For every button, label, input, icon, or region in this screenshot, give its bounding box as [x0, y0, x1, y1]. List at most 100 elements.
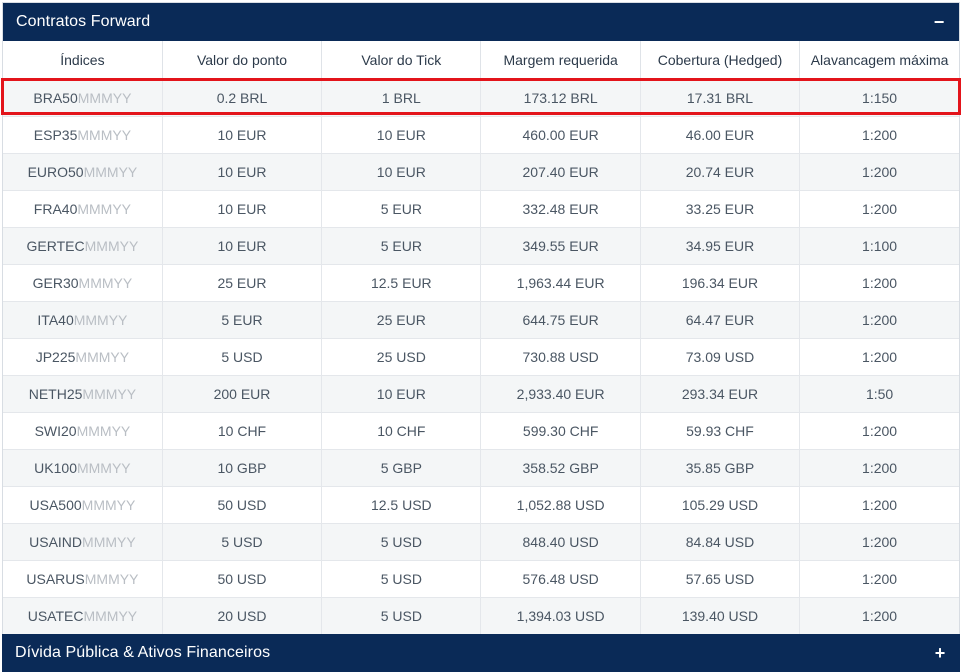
cell-required-margin: 848.40 USD [480, 523, 641, 561]
table-row: SWI20MMMYY 10 CHF 10 CHF 599.30 CHF 59.93 CH… [3, 412, 959, 450]
cell-max-leverage: 1:200 [799, 449, 959, 487]
cell-point-value: 10 EUR [162, 153, 323, 191]
collapse-icon[interactable]: − [933, 12, 945, 32]
forward-contracts-header[interactable]: Contratos Forward − [3, 3, 959, 41]
cell-hedged: 293.34 EUR [640, 375, 801, 413]
cell-point-value: 10 EUR [162, 227, 323, 265]
cell-hedged: 105.29 USD [640, 486, 801, 524]
column-header-max-leverage: Alavancagem máxima [799, 41, 959, 80]
cell-required-margin: 576.48 USD [480, 560, 641, 598]
expiry-placeholder: MMMYY [77, 127, 132, 143]
cell-point-value: 5 USD [162, 523, 323, 561]
cell-index-symbol: SWI20MMMYY [3, 412, 163, 450]
index-symbol: USA500 [29, 497, 82, 513]
cell-hedged: 20.74 EUR [640, 153, 801, 191]
cell-index-symbol: NETH25MMMYY [3, 375, 163, 413]
cell-max-leverage: 1:100 [799, 227, 959, 265]
cell-index-symbol: UK100MMMYY [3, 449, 163, 487]
expiry-placeholder: MMMYY [77, 201, 132, 217]
public-debt-header[interactable]: Dívida Pública & Ativos Financeiros + [2, 634, 960, 672]
table-row: USARUSMMMYY 50 USD 5 USD 576.48 USD 57.65 US… [3, 560, 959, 598]
expand-icon[interactable]: + [934, 643, 946, 663]
cell-max-leverage: 1:200 [799, 523, 959, 561]
cell-tick-value: 10 EUR [321, 375, 482, 413]
cell-max-leverage: 1:50 [799, 375, 959, 413]
cell-required-margin: 332.48 EUR [480, 190, 641, 228]
cell-tick-value: 25 EUR [321, 301, 482, 339]
index-symbol: NETH25 [28, 386, 83, 402]
index-symbol: ITA40 [37, 312, 74, 328]
cell-hedged: 57.65 USD [640, 560, 801, 598]
cell-index-symbol: GER30MMMYY [3, 264, 163, 302]
cell-max-leverage: 1:200 [799, 486, 959, 524]
table-row: GER30MMMYY 25 EUR 12.5 EUR 1,963.44 EUR 196.… [3, 264, 959, 302]
expiry-placeholder: MMMYY [76, 460, 131, 476]
table-row: UK100MMMYY 10 GBP 5 GBP 358.52 GBP 35.85 GBP… [3, 449, 959, 487]
expiry-placeholder: MMMYY [76, 423, 131, 439]
cell-point-value: 10 GBP [162, 449, 323, 487]
index-symbol: FRA40 [33, 201, 78, 217]
cell-point-value: 10 EUR [162, 116, 323, 154]
index-symbol: UK100 [34, 460, 77, 476]
cell-tick-value: 1 BRL [321, 79, 482, 117]
cell-max-leverage: 1:200 [799, 153, 959, 191]
table-row: ESP35MMMYY 10 EUR 10 EUR 460.00 EUR 46.00 EU… [3, 116, 959, 154]
expiry-placeholder: MMMYY [81, 497, 136, 513]
cell-point-value: 50 USD [162, 560, 323, 598]
table-row: FRA40MMMYY 10 EUR 5 EUR 332.48 EUR 33.25 EUR… [3, 190, 959, 228]
index-symbol: USARUS [26, 571, 85, 587]
cell-hedged: 46.00 EUR [640, 116, 801, 154]
cell-index-symbol: USA500MMMYY [3, 486, 163, 524]
index-symbol: USAIND [29, 534, 83, 550]
index-symbol: USATEC [27, 608, 84, 624]
cell-tick-value: 10 CHF [321, 412, 482, 450]
cell-hedged: 34.95 EUR [640, 227, 801, 265]
expiry-placeholder: MMMYY [84, 238, 139, 254]
cell-max-leverage: 1:200 [799, 301, 959, 339]
cell-required-margin: 207.40 EUR [480, 153, 641, 191]
cell-tick-value: 10 EUR [321, 153, 482, 191]
cell-hedged: 33.25 EUR [640, 190, 801, 228]
cell-index-symbol: ESP35MMMYY [3, 116, 163, 154]
cell-hedged: 64.47 EUR [640, 301, 801, 339]
public-debt-panel: Dívida Pública & Ativos Financeiros + [2, 634, 960, 672]
cell-index-symbol: USATECMMMYY [3, 597, 163, 635]
public-debt-title: Dívida Pública & Ativos Financeiros [15, 644, 271, 661]
index-symbol: BRA50 [33, 90, 78, 106]
cell-tick-value: 10 EUR [321, 116, 482, 154]
cell-tick-value: 5 EUR [321, 227, 482, 265]
cell-required-margin: 2,933.40 EUR [480, 375, 641, 413]
column-header-indices: Índices [3, 41, 163, 80]
table-row: JP225MMMYY 5 USD 25 USD 730.88 USD 73.09 USD… [3, 338, 959, 376]
expiry-placeholder: MMMYY [78, 275, 133, 291]
cell-tick-value: 12.5 EUR [321, 264, 482, 302]
cell-index-symbol: FRA40MMMYY [3, 190, 163, 228]
table-row: EURO50MMMYY 10 EUR 10 EUR 207.40 EUR 20.74 E… [3, 153, 959, 191]
cell-point-value: 0.2 BRL [162, 79, 323, 117]
cell-point-value: 5 EUR [162, 301, 323, 339]
expiry-placeholder: MMMYY [73, 312, 128, 328]
cell-tick-value: 5 GBP [321, 449, 482, 487]
cell-tick-value: 5 USD [321, 560, 482, 598]
forward-contracts-table: Índices Valor do ponto Valor do Tick Mar… [3, 41, 959, 635]
index-symbol: ESP35 [33, 127, 78, 143]
table-row: USAINDMMMYY 5 USD 5 USD 848.40 USD 84.84 USD… [3, 523, 959, 561]
cell-required-margin: 1,963.44 EUR [480, 264, 641, 302]
cell-hedged: 196.34 EUR [640, 264, 801, 302]
expiry-placeholder: MMMYY [77, 90, 132, 106]
cell-hedged: 35.85 GBP [640, 449, 801, 487]
cell-index-symbol: EURO50MMMYY [3, 153, 163, 191]
cell-point-value: 20 USD [162, 597, 323, 635]
cell-required-margin: 1,394.03 USD [480, 597, 641, 635]
expiry-placeholder: MMMYY [83, 164, 138, 180]
column-header-hedged: Cobertura (Hedged) [640, 41, 801, 80]
cell-point-value: 5 USD [162, 338, 323, 376]
cell-required-margin: 460.00 EUR [480, 116, 641, 154]
cell-tick-value: 12.5 USD [321, 486, 482, 524]
cell-hedged: 84.84 USD [640, 523, 801, 561]
cell-required-margin: 599.30 CHF [480, 412, 641, 450]
cell-required-margin: 1,052.88 USD [480, 486, 641, 524]
index-symbol: GER30 [32, 275, 79, 291]
forward-contracts-title: Contratos Forward [16, 13, 151, 30]
cell-max-leverage: 1:200 [799, 412, 959, 450]
